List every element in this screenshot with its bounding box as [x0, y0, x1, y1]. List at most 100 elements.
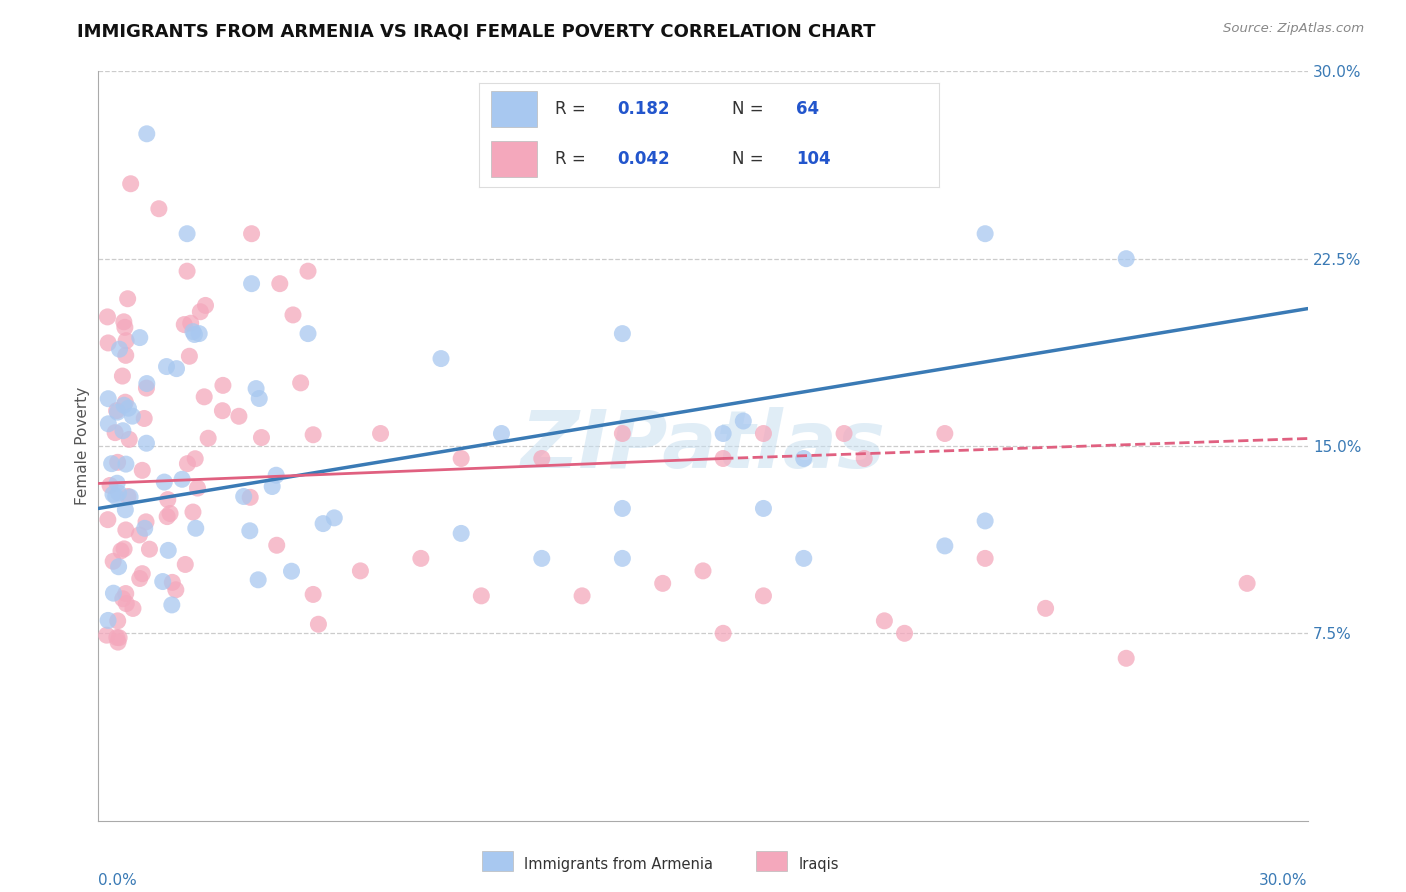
- Point: [156, 509, 179, 524]
- Point: [188, 326, 211, 341]
- Point: [114, 503, 136, 517]
- Point: [612, 501, 634, 516]
- Point: [280, 564, 302, 578]
- Point: [266, 538, 288, 552]
- Point: [349, 564, 371, 578]
- Point: [103, 586, 125, 600]
- Point: [111, 591, 134, 606]
- Point: [112, 315, 135, 329]
- Point: [934, 539, 956, 553]
- Point: [162, 575, 184, 590]
- Point: [323, 511, 346, 525]
- Point: [711, 451, 734, 466]
- Point: [105, 476, 128, 491]
- Point: [247, 392, 270, 406]
- Point: [117, 401, 139, 416]
- Point: [612, 551, 634, 566]
- Point: [212, 378, 235, 392]
- Point: [135, 376, 157, 391]
- Point: [180, 316, 202, 330]
- Point: [114, 348, 136, 362]
- Point: [107, 559, 129, 574]
- Point: [188, 304, 211, 318]
- Point: [239, 524, 262, 538]
- Point: [491, 426, 513, 441]
- Point: [612, 326, 634, 341]
- Point: [135, 127, 157, 141]
- Point: [893, 626, 915, 640]
- Point: [302, 427, 325, 442]
- Point: [100, 457, 122, 471]
- Point: [853, 451, 876, 466]
- Point: [1115, 252, 1137, 266]
- Point: [240, 277, 263, 291]
- Point: [651, 576, 673, 591]
- Point: [239, 491, 262, 505]
- Point: [262, 479, 284, 493]
- Point: [160, 598, 183, 612]
- Point: [101, 554, 124, 568]
- Point: [111, 369, 134, 384]
- Point: [115, 597, 138, 611]
- Point: [128, 330, 150, 344]
- Point: [290, 376, 312, 390]
- Point: [97, 417, 120, 431]
- Point: [97, 335, 120, 350]
- Point: [135, 436, 157, 450]
- Point: [1115, 651, 1137, 665]
- Point: [115, 457, 138, 471]
- Point: [107, 486, 129, 500]
- Point: [117, 490, 139, 504]
- Text: Iraqis: Iraqis: [799, 857, 839, 871]
- Point: [117, 292, 139, 306]
- Point: [450, 451, 472, 466]
- Point: [232, 490, 254, 504]
- Point: [211, 403, 233, 417]
- Point: [240, 227, 263, 241]
- Point: [173, 318, 195, 332]
- Point: [1035, 601, 1057, 615]
- Point: [115, 334, 138, 348]
- Point: [156, 492, 179, 507]
- Y-axis label: Female Poverty: Female Poverty: [75, 387, 90, 505]
- Text: Immigrants from Armenia: Immigrants from Armenia: [524, 857, 713, 871]
- Point: [612, 426, 634, 441]
- Point: [711, 626, 734, 640]
- Point: [733, 414, 755, 428]
- Point: [193, 390, 215, 404]
- Point: [297, 264, 319, 278]
- Point: [97, 614, 120, 628]
- Point: [97, 392, 120, 406]
- Point: [793, 551, 815, 566]
- Point: [157, 543, 180, 558]
- Point: [245, 382, 267, 396]
- Point: [96, 310, 118, 324]
- Point: [120, 177, 142, 191]
- Point: [250, 431, 273, 445]
- Point: [181, 505, 204, 519]
- Point: [194, 298, 217, 312]
- Point: [307, 617, 329, 632]
- Point: [297, 326, 319, 341]
- Point: [186, 481, 208, 495]
- Point: [974, 551, 997, 566]
- Point: [134, 411, 156, 425]
- Point: [430, 351, 453, 366]
- Point: [692, 564, 714, 578]
- Point: [752, 501, 775, 516]
- Point: [312, 516, 335, 531]
- Point: [115, 523, 138, 537]
- Point: [1236, 576, 1258, 591]
- Point: [752, 426, 775, 441]
- Point: [128, 572, 150, 586]
- Text: ZIPatlas: ZIPatlas: [520, 407, 886, 485]
- Point: [107, 635, 129, 649]
- Point: [135, 381, 157, 395]
- Point: [98, 478, 121, 492]
- Point: [155, 359, 177, 374]
- Point: [530, 551, 553, 566]
- Point: [105, 403, 128, 417]
- Point: [108, 342, 131, 356]
- Point: [571, 589, 593, 603]
- Point: [832, 426, 855, 441]
